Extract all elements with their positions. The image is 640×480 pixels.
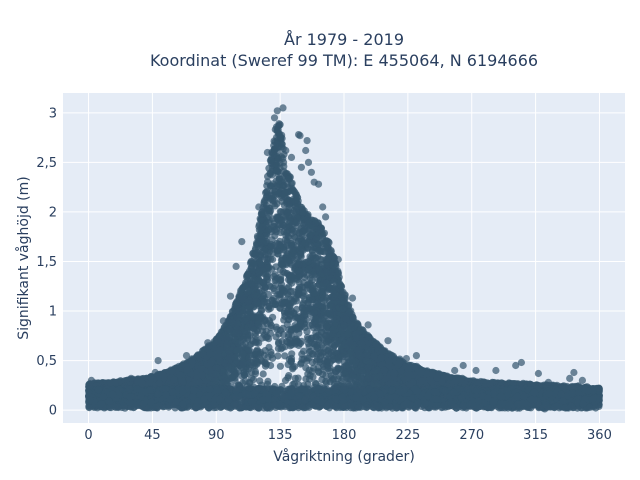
data-point: [259, 370, 267, 378]
data-point: [276, 362, 284, 370]
data-points: [85, 104, 604, 413]
